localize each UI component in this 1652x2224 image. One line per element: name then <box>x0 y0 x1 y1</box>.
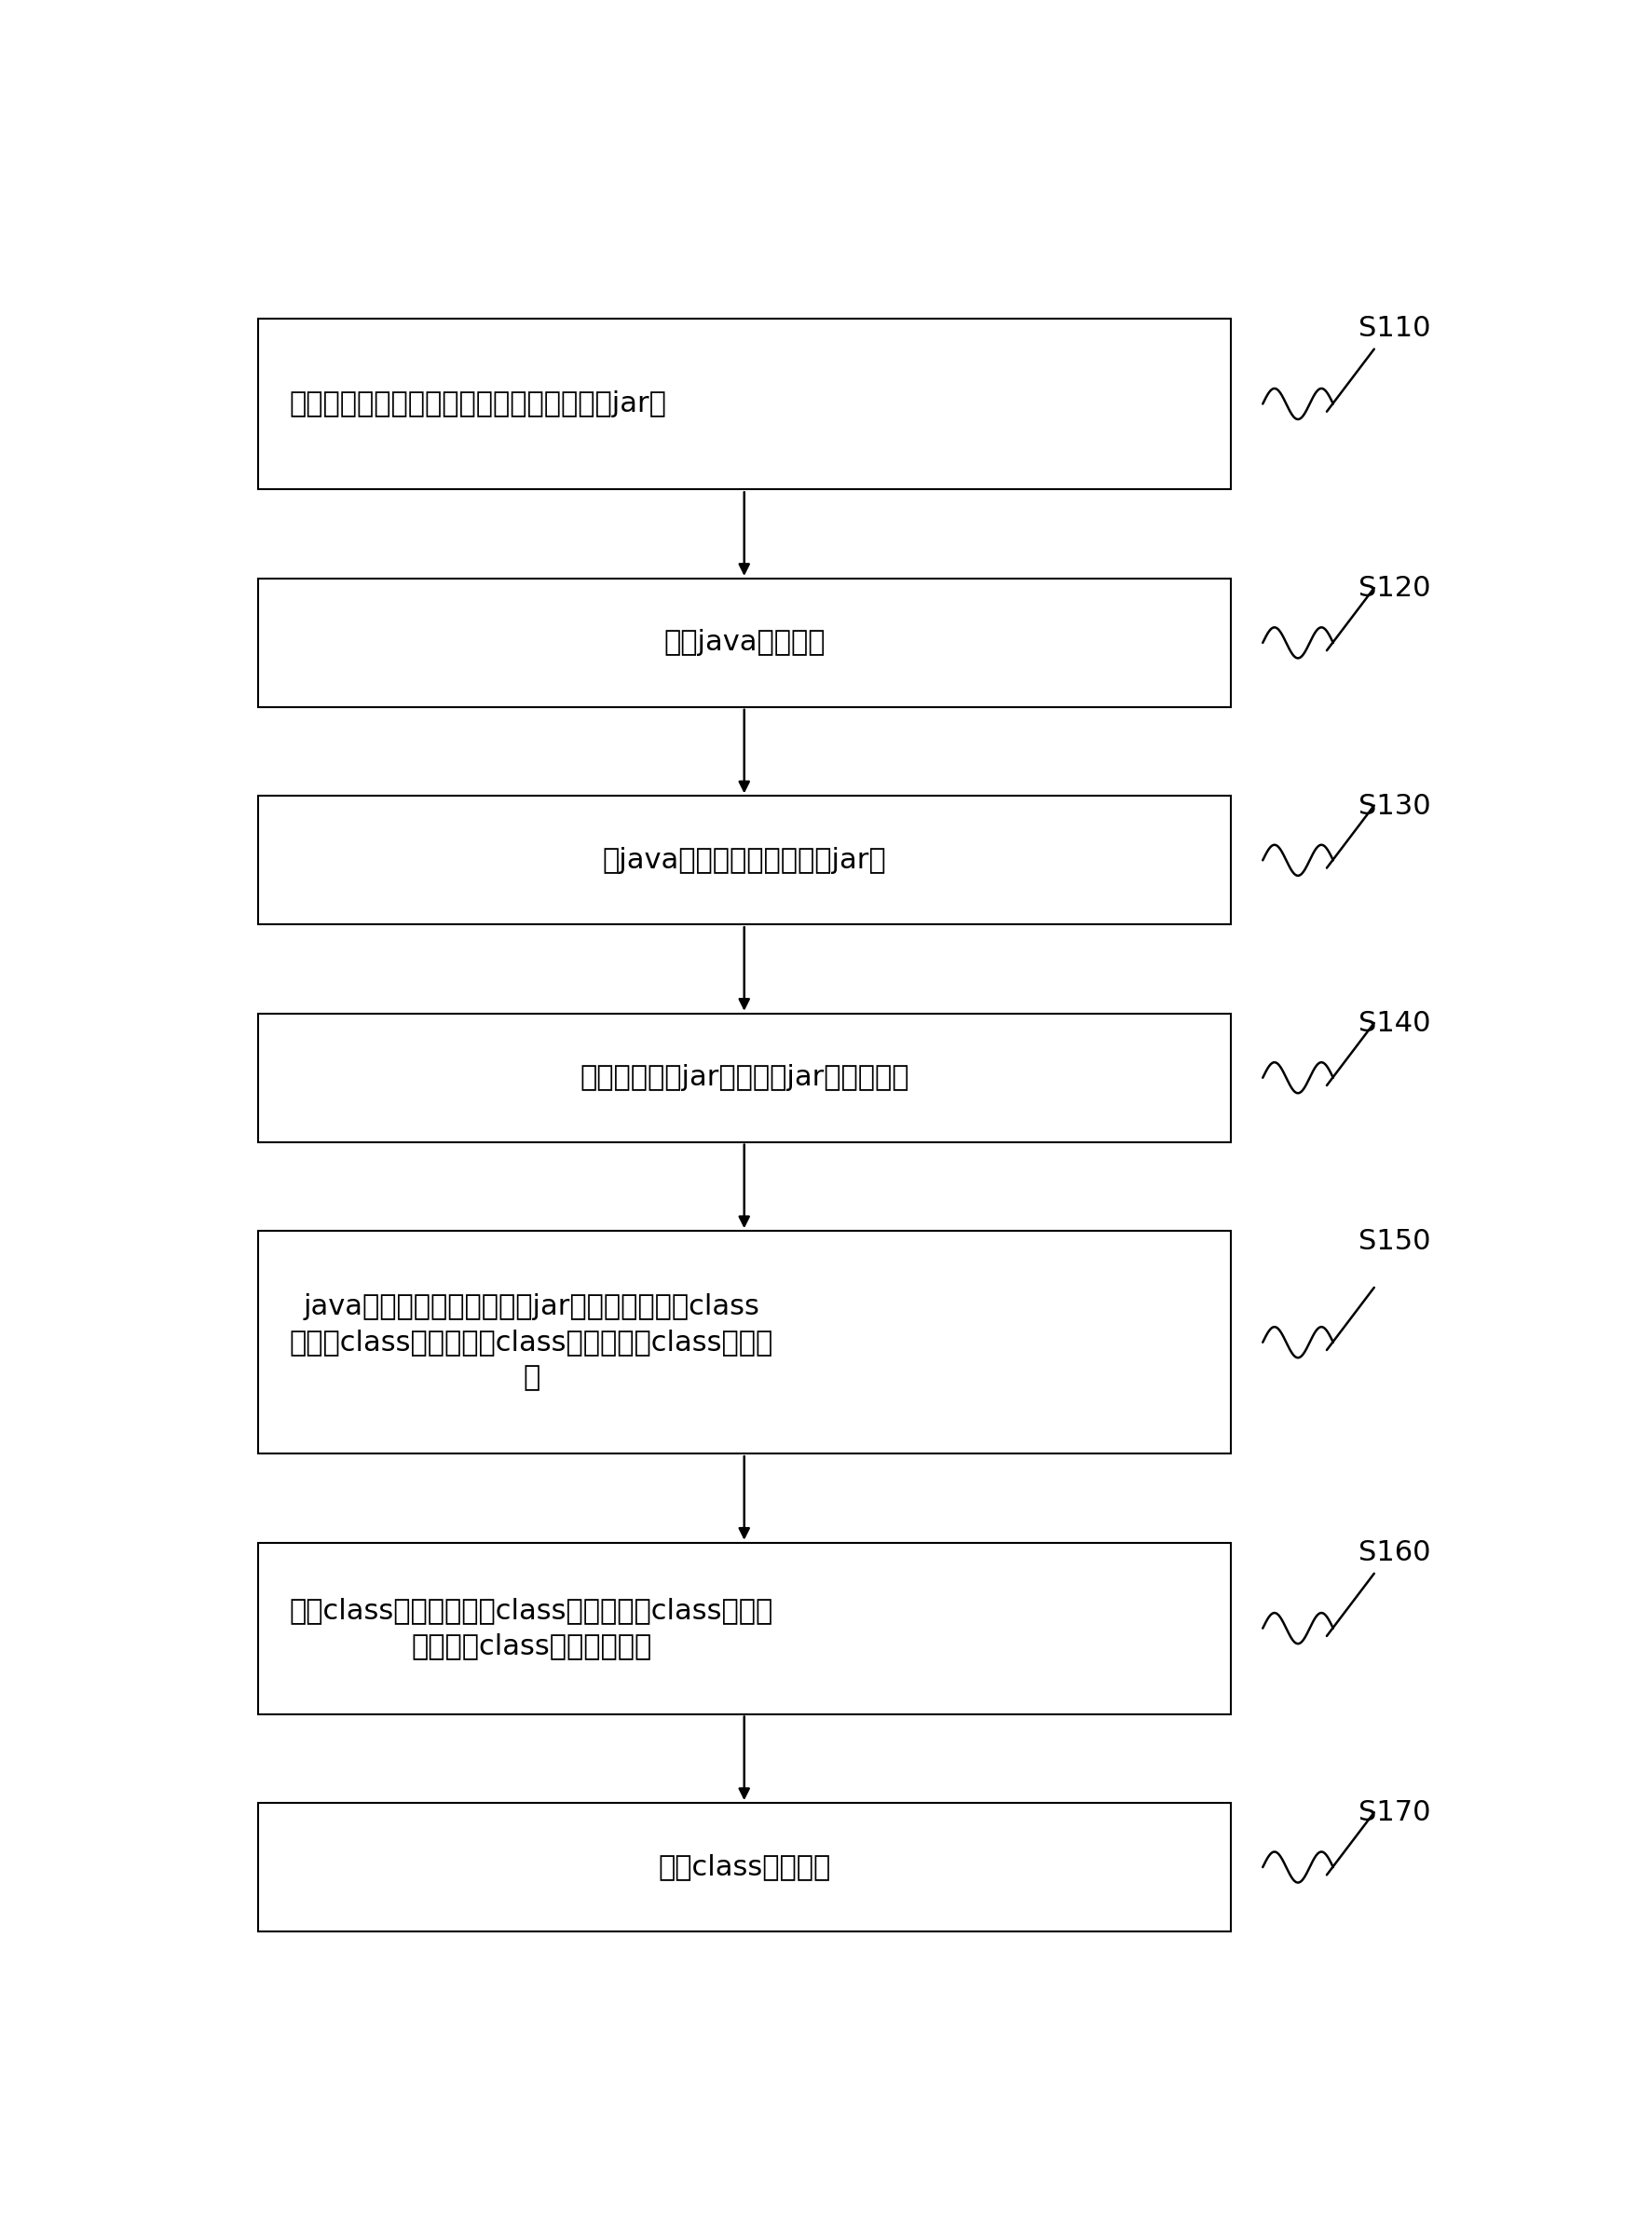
Text: 遍历class加载列表中的class信息，基于class信息判
断加载的class文件是否冲突: 遍历class加载列表中的class信息，基于class信息判 断加载的clas… <box>289 1597 773 1659</box>
Text: 获取项目源码，将项目源码构建为目标项目jar包: 获取项目源码，将项目源码构建为目标项目jar包 <box>289 391 667 418</box>
Bar <box>258 1014 1231 1141</box>
Bar <box>258 1232 1231 1454</box>
Text: 运行目标项目jar包，探针jar包同时启动: 运行目标项目jar包，探针jar包同时启动 <box>580 1065 909 1092</box>
Text: S120: S120 <box>1360 576 1431 603</box>
Text: S150: S150 <box>1360 1228 1431 1254</box>
Text: 生成class冲突列表: 生成class冲突列表 <box>657 1853 831 1882</box>
Text: S130: S130 <box>1360 792 1431 821</box>
Text: S140: S140 <box>1360 1010 1431 1036</box>
Text: S170: S170 <box>1360 1799 1431 1826</box>
Text: S160: S160 <box>1360 1539 1431 1566</box>
Text: S110: S110 <box>1360 316 1431 342</box>
Bar <box>258 318 1231 489</box>
Bar <box>258 578 1231 707</box>
Text: 将java探针项目构建为探针jar包: 将java探针项目构建为探针jar包 <box>603 847 885 874</box>
Text: java探针项目记录目标项目jar包启动时加载的class
文件的class信息，并将class信息添加到class加载列
表: java探针项目记录目标项目jar包启动时加载的class 文件的class信息… <box>289 1292 773 1392</box>
Bar <box>258 1804 1231 1930</box>
Bar <box>258 1543 1231 1715</box>
Text: 创建java探针项目: 创建java探针项目 <box>664 629 824 656</box>
Bar <box>258 796 1231 925</box>
